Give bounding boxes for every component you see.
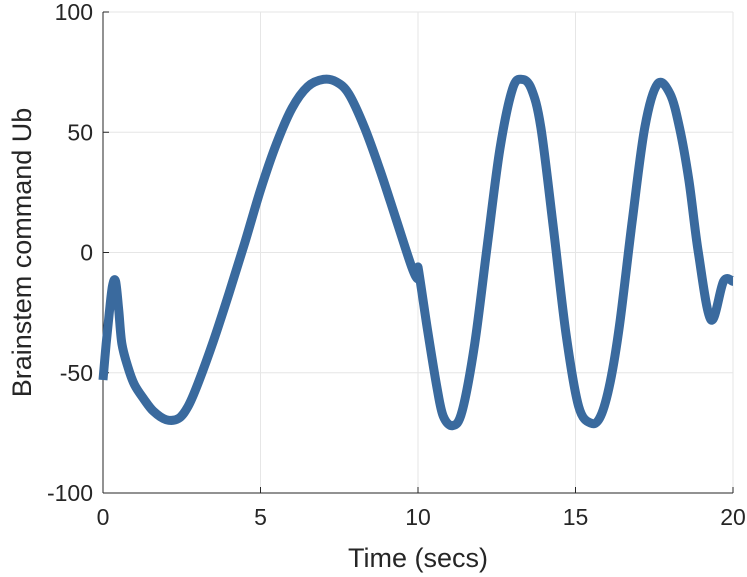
y-tick-label: 50 <box>67 119 93 145</box>
x-axis-label: Time (secs) <box>348 543 488 573</box>
x-tick-label: 15 <box>563 504 589 530</box>
y-tick-label: -50 <box>60 360 93 386</box>
series-layer <box>98 74 735 431</box>
y-tick-label: 100 <box>55 0 93 25</box>
y-tick-label: 0 <box>80 240 93 266</box>
series-line <box>98 74 735 431</box>
x-tick-label: 10 <box>405 504 431 530</box>
x-tick-label: 0 <box>97 504 110 530</box>
x-tick-label: 5 <box>254 504 267 530</box>
tick-labels: 0 5 10 15 20 -100 -50 0 50 100 <box>47 0 746 530</box>
y-tick-label: -100 <box>47 480 93 506</box>
y-axis-label: Brainstem command Ub <box>7 108 37 398</box>
x-tick-label: 20 <box>720 504 746 530</box>
grid <box>102 11 734 494</box>
axes <box>102 11 734 494</box>
